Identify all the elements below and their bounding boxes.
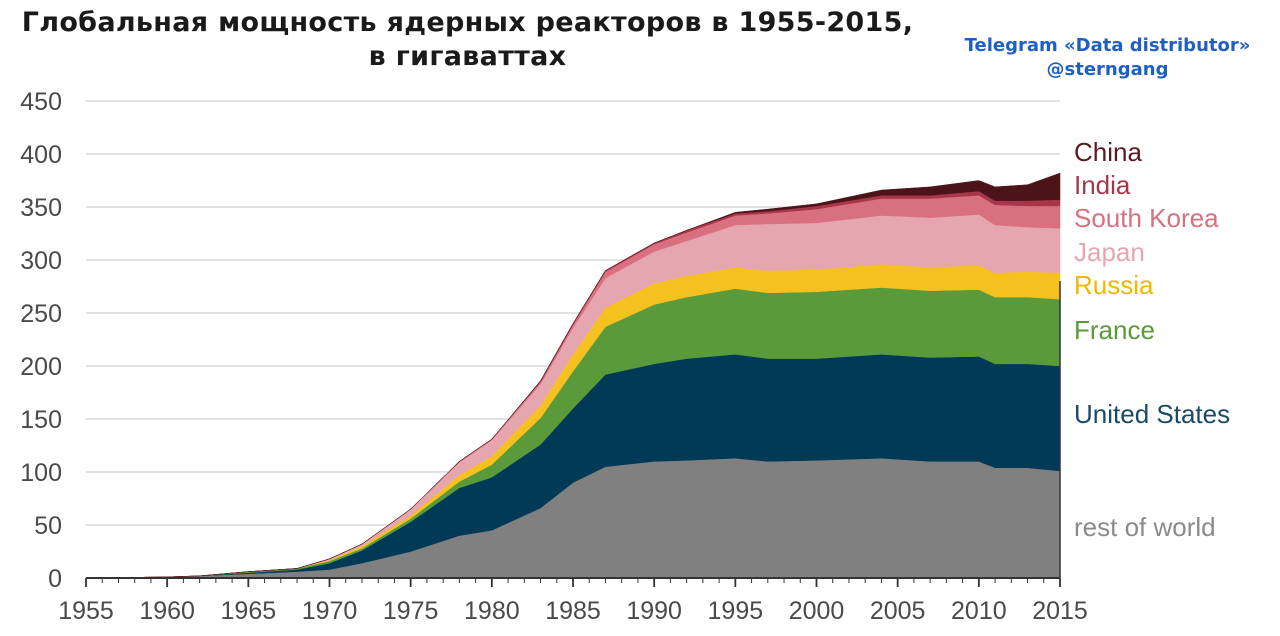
x-tick-label-2005: 2005 <box>870 597 926 625</box>
legend-label-rest-of-world: rest of world <box>1074 512 1216 542</box>
x-tick-label-1955: 1955 <box>58 597 114 625</box>
x-tick-label-1980: 1980 <box>464 597 520 625</box>
y-tick-label-250: 250 <box>20 300 62 328</box>
y-tick-label-400: 400 <box>20 141 62 169</box>
y-tick-label-50: 50 <box>34 512 62 540</box>
legend-label-china: China <box>1074 137 1142 167</box>
y-tick-label-350: 350 <box>20 194 62 222</box>
x-tick-label-2010: 2010 <box>951 597 1007 625</box>
chart-title-line-1: Глобальная мощность ядерных реакторов в … <box>21 7 914 38</box>
x-tick-label-1995: 1995 <box>708 597 764 625</box>
x-axis-ticks: 1955 1960 1965 1970 1975 1980 1985 1990 1995 2000… <box>58 597 1088 625</box>
legend-label-india: India <box>1074 170 1131 200</box>
credit-text: Telegram «Data distributor» @sterngang <box>940 34 1275 82</box>
x-axis <box>85 281 1061 587</box>
legend-label-russia: Russia <box>1074 270 1154 300</box>
x-tick-label-1990: 1990 <box>626 597 682 625</box>
x-tick-label-2000: 2000 <box>789 597 845 625</box>
area-series <box>85 172 1061 579</box>
legend-label-united-states: United States <box>1074 399 1230 429</box>
legend-label-france: France <box>1074 315 1155 345</box>
x-tick-label-1985: 1985 <box>545 597 601 625</box>
y-tick-label-0: 0 <box>48 565 62 593</box>
legend-label-japan: Japan <box>1074 237 1145 267</box>
x-tick-label-2015: 2015 <box>1032 597 1088 625</box>
x-tick-label-1960: 1960 <box>139 597 195 625</box>
y-tick-label-300: 300 <box>20 247 62 275</box>
x-tick-label-1965: 1965 <box>221 597 277 625</box>
credit-line-2[interactable]: @sterngang <box>1046 59 1169 80</box>
x-tick-label-1970: 1970 <box>302 597 358 625</box>
chart-title-line-2: в гигаваттах <box>368 41 567 72</box>
credit-line-1[interactable]: Telegram «Data distributor» <box>964 35 1251 56</box>
y-axis-ticks: 0 50 100 150 200 250 300 350 400 450 <box>20 88 62 593</box>
chart-title: Глобальная мощность ядерных реакторов в … <box>0 6 935 74</box>
y-tick-label-450: 450 <box>20 88 62 116</box>
legend-label-south-korea: South Korea <box>1074 203 1219 233</box>
area-china <box>85 172 1061 579</box>
y-tick-label-150: 150 <box>20 406 62 434</box>
y-tick-label-200: 200 <box>20 353 62 381</box>
x-tick-label-1975: 1975 <box>383 597 439 625</box>
y-tick-label-100: 100 <box>20 459 62 487</box>
